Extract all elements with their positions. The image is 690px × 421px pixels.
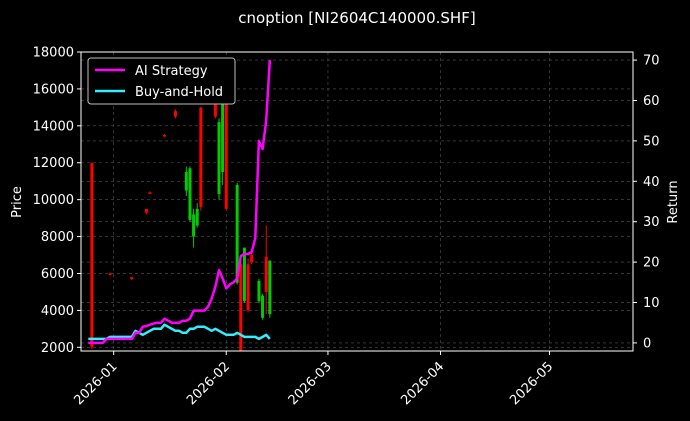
y-axis-label-left: Price <box>10 186 25 218</box>
y-axis-label-right: Return <box>666 180 681 223</box>
y-tick-label-left: 4000 <box>41 304 74 319</box>
y-tick-label-left: 10000 <box>33 193 74 208</box>
candle-body <box>195 208 199 226</box>
y-tick-label-left: 8000 <box>41 230 74 245</box>
candle-body <box>246 264 250 311</box>
y-tick-label-right: 40 <box>643 175 660 190</box>
candle-body <box>192 214 196 237</box>
candle-body <box>264 256 268 292</box>
y-tick-label-left: 16000 <box>33 82 74 97</box>
candle-body <box>199 107 203 208</box>
series-line-ai-strategy <box>88 60 272 345</box>
candle-body <box>173 111 177 117</box>
candle-body <box>224 88 228 209</box>
series-line-buy-and-hold <box>88 323 271 341</box>
y-tick-label-left: 2000 <box>41 341 74 356</box>
legend-label-ai-strategy: AI Strategy <box>135 64 208 79</box>
y-tick-label-right: 60 <box>643 94 660 109</box>
legend: AI Strategy Buy-and-Hold <box>87 57 236 105</box>
candle-body <box>130 277 134 280</box>
candle-body <box>221 88 225 172</box>
candle-body <box>148 192 152 194</box>
candle-body <box>235 184 239 283</box>
y-tick-label-right: 10 <box>643 296 660 311</box>
candle-body <box>217 122 221 195</box>
candles <box>90 83 272 351</box>
candle-body <box>188 168 192 220</box>
candle-body <box>108 273 112 275</box>
y-tick-label-right: 70 <box>643 54 660 69</box>
candle-body <box>257 280 261 302</box>
plot-frame <box>80 51 634 352</box>
y-tick-label-left: 12000 <box>33 156 74 171</box>
candle-body <box>242 247 246 302</box>
candle-body <box>144 208 148 213</box>
candle-body <box>163 135 167 137</box>
series-lines <box>88 60 272 345</box>
y-tick-label-left: 14000 <box>33 119 74 134</box>
candle-body <box>90 162 94 348</box>
candle-body <box>239 264 243 351</box>
candle-body <box>268 260 272 315</box>
y-tick-label-left: 18000 <box>33 46 74 61</box>
candle-body <box>250 255 254 263</box>
y-tick-label-right: 30 <box>643 215 660 230</box>
legend-label-buy-and-hold: Buy-and-Hold <box>135 85 223 100</box>
y-tick-label-right: 50 <box>643 134 660 149</box>
candle-body <box>261 295 265 318</box>
candle-body <box>184 171 188 191</box>
y-tick-label-left: 6000 <box>41 267 74 282</box>
y-tick-label-right: 20 <box>643 256 660 271</box>
chart-title: cnoption [NI2604C140000.SHF] <box>238 9 475 27</box>
y-tick-label-right: 0 <box>643 336 651 351</box>
